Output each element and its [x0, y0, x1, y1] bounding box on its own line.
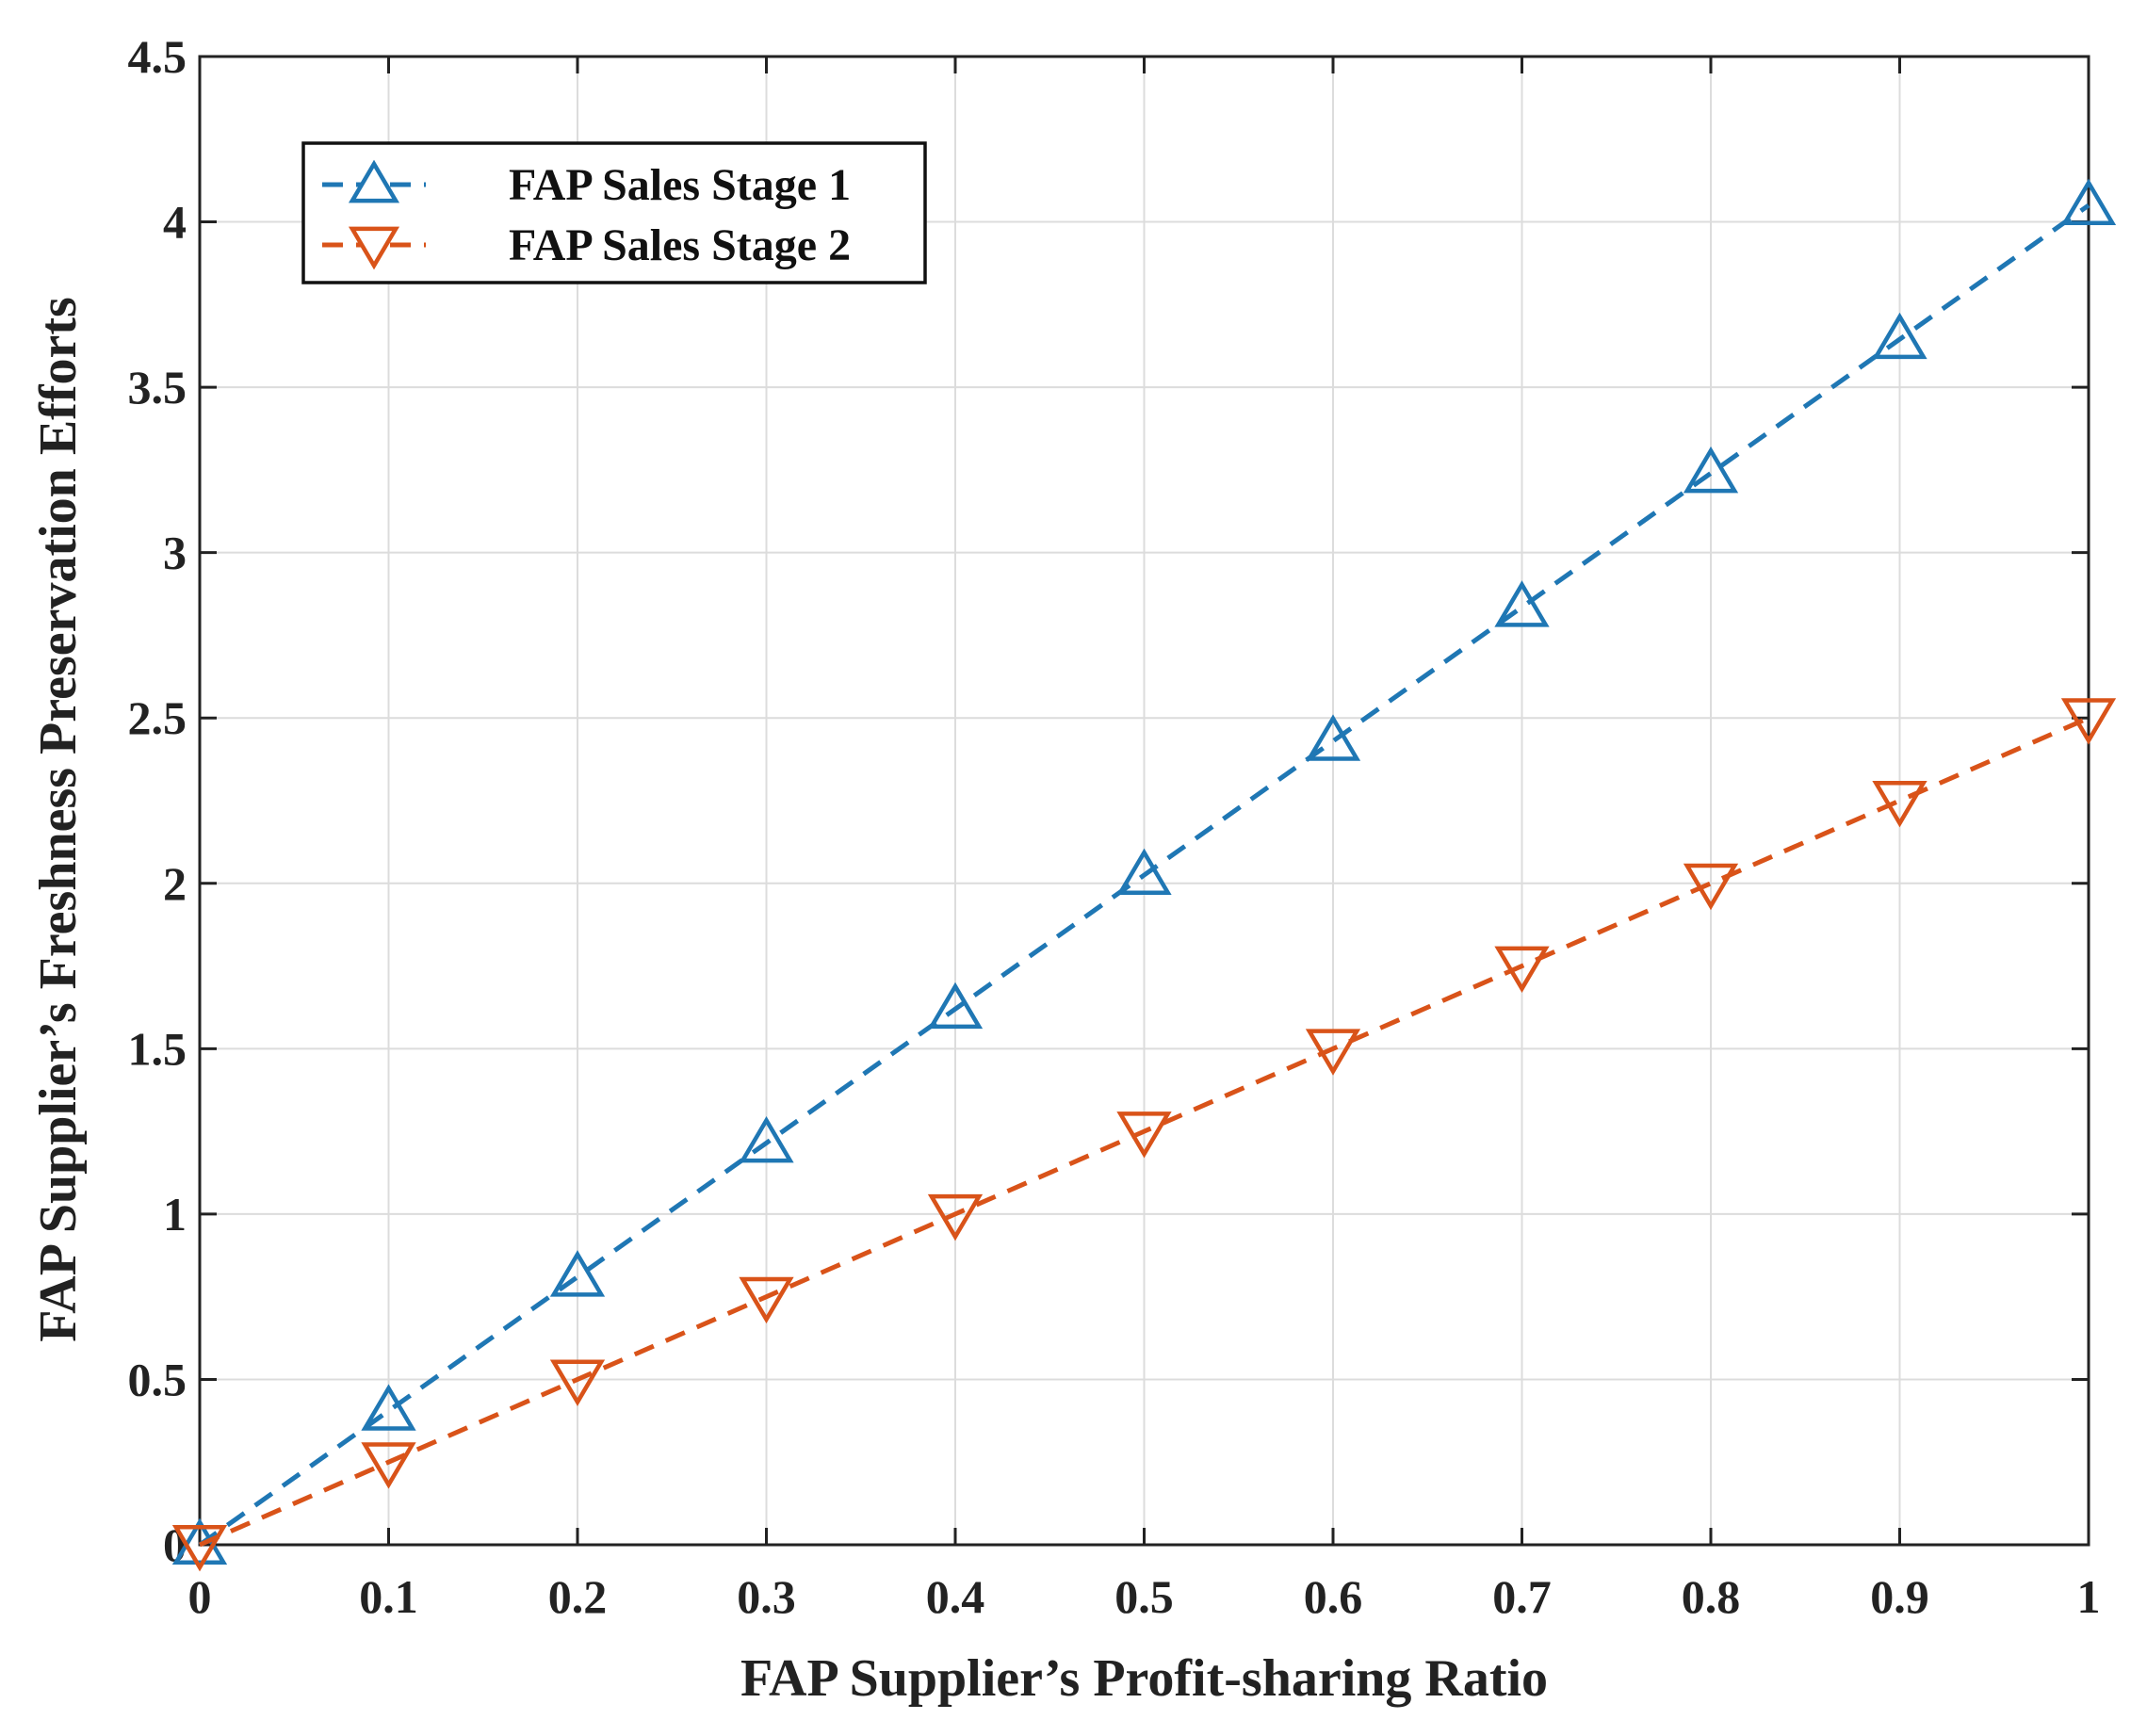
- x-axis-title: FAP Supplier’s Profit-sharing Ratio: [740, 1649, 1548, 1708]
- data-point: [171, 1517, 228, 1565]
- data-point: [1116, 848, 1172, 895]
- legend-box: [301, 141, 927, 284]
- data-point: [739, 1276, 794, 1324]
- data-point: [2060, 698, 2117, 745]
- legend-item-2: FAP Sales Stage 2: [322, 220, 851, 270]
- data-point: [1494, 946, 1550, 993]
- data-point: [1683, 446, 1739, 494]
- y-tick-label: 3.5: [128, 361, 187, 414]
- data-point: [1872, 312, 1927, 360]
- y-tick-label: 2.5: [128, 691, 187, 744]
- legend-item-1: FAP Sales Stage 1: [322, 159, 851, 210]
- legend-label: FAP Sales Stage 1: [509, 160, 851, 210]
- series-line: [198, 715, 2090, 1548]
- x-tick-label: 0.9: [1870, 1570, 1929, 1623]
- data-point: [1683, 863, 1739, 911]
- data-point: [171, 1525, 228, 1572]
- x-tick-label: 0.4: [926, 1570, 985, 1623]
- x-tick-label: 0.6: [1304, 1570, 1363, 1623]
- data-point: [549, 1250, 606, 1297]
- series-1: [171, 178, 2117, 1565]
- x-tick-label: 0.7: [1492, 1570, 1552, 1623]
- series-line: [198, 203, 2090, 1548]
- x-tick-label: 0.2: [548, 1570, 608, 1623]
- data-point: [927, 1193, 984, 1241]
- legend-marker: [348, 226, 400, 270]
- data-point: [2060, 178, 2117, 225]
- data-point: [1494, 580, 1550, 627]
- data-point: [549, 1359, 606, 1406]
- x-tick-label: 0: [188, 1570, 212, 1623]
- data-point: [1305, 714, 1361, 761]
- y-tick-label: 1.5: [128, 1022, 187, 1075]
- legend: FAP Sales Stage 1 FAP Sales Stage 2: [301, 141, 927, 284]
- x-tick-label: 0.1: [359, 1570, 418, 1623]
- data-point: [1116, 1111, 1172, 1159]
- y-tick-label: 1: [163, 1188, 187, 1241]
- data-point: [361, 1442, 416, 1489]
- legend-marker: [348, 159, 400, 203]
- y-tick-label: 2: [163, 857, 187, 910]
- x-tick-label: 0.8: [1682, 1570, 1741, 1623]
- data-point: [1305, 1029, 1361, 1076]
- y-tick-label: 4: [163, 196, 187, 249]
- data-point: [1872, 781, 1927, 828]
- y-tick-label: 3: [163, 527, 187, 579]
- y-axis-title: FAP Supplier’s Freshness Preservation Ef…: [29, 297, 88, 1342]
- y-tick-label: 0.5: [128, 1353, 187, 1405]
- data-point: [739, 1115, 794, 1163]
- data-point: [361, 1384, 416, 1431]
- x-tick-label: 0.5: [1114, 1570, 1174, 1623]
- x-tick-label: 1: [2077, 1570, 2101, 1623]
- data-series: [171, 178, 2117, 1572]
- y-tick-label: 4.5: [128, 30, 187, 83]
- data-point: [927, 982, 984, 1030]
- x-tick-label: 0.3: [737, 1570, 796, 1623]
- series-2: [171, 698, 2117, 1572]
- legend-label: FAP Sales Stage 2: [509, 220, 851, 270]
